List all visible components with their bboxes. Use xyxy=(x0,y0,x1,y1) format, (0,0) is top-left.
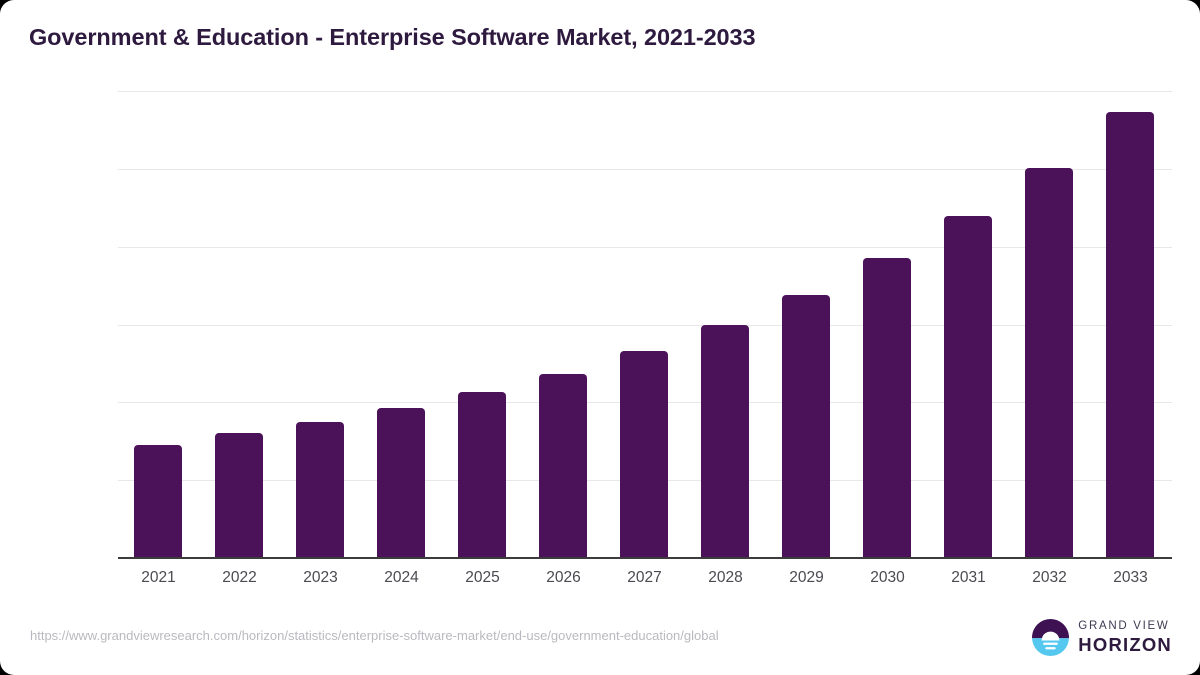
gridline xyxy=(118,168,1172,170)
x-axis-tick-label: 2031 xyxy=(951,569,986,586)
bar-slot xyxy=(604,91,685,558)
x-axis-tick-label: 2032 xyxy=(1032,569,1067,586)
logo-wordmark: GRAND VIEW HORIZON xyxy=(1078,620,1172,655)
grand-view-horizon-logo: GRAND VIEW HORIZON xyxy=(1032,619,1172,656)
bar-slot xyxy=(199,91,280,558)
bar-slot xyxy=(523,91,604,558)
bar[interactable] xyxy=(539,374,587,558)
bar-slot xyxy=(442,91,523,558)
x-axis-tick-label: 2025 xyxy=(465,569,500,586)
gridline xyxy=(118,246,1172,248)
logo-line-grand-view: GRAND VIEW xyxy=(1078,620,1170,632)
x-axis-tick-label: 2030 xyxy=(870,569,905,586)
source-url[interactable]: https://www.grandviewresearch.com/horizo… xyxy=(30,628,719,643)
x-axis-line xyxy=(118,557,1172,559)
x-axis-tick-label: 2021 xyxy=(141,569,176,586)
bar[interactable] xyxy=(134,445,182,558)
x-axis-tick-label: 2029 xyxy=(789,569,824,586)
page-title: Government & Education - Enterprise Soft… xyxy=(29,24,756,50)
bar[interactable] xyxy=(944,216,992,558)
x-axis-tick-label: 2028 xyxy=(708,569,743,586)
bar-slot xyxy=(361,91,442,558)
bar-slot xyxy=(280,91,361,558)
bar[interactable] xyxy=(215,433,263,558)
gridline xyxy=(118,91,1172,92)
bar-slot xyxy=(1090,91,1171,558)
bar[interactable] xyxy=(701,325,749,558)
x-axis-tick-label: 2026 xyxy=(546,569,581,586)
x-axis-tick-label: 2033 xyxy=(1113,569,1148,586)
x-axis-tick-label: 2023 xyxy=(303,569,338,586)
x-axis-tick-label: 2022 xyxy=(222,569,257,586)
bar-slot xyxy=(847,91,928,558)
bar[interactable] xyxy=(458,391,506,558)
x-axis-tick-label: 2024 xyxy=(384,569,419,586)
x-axis-tick-label: 2027 xyxy=(627,569,662,586)
gridline xyxy=(118,324,1172,326)
bar[interactable] xyxy=(1106,112,1154,558)
bar-slot xyxy=(685,91,766,558)
plot-area: 020k40k60k80k100k120k 202120222023202420… xyxy=(118,91,1172,586)
bar[interactable] xyxy=(620,350,668,558)
bar-slot xyxy=(928,91,1009,558)
bar[interactable] xyxy=(296,421,344,558)
bar[interactable] xyxy=(863,257,911,558)
bar-slot xyxy=(118,91,199,558)
bar[interactable] xyxy=(1025,168,1073,558)
bar[interactable] xyxy=(782,294,830,558)
bar-slot xyxy=(1009,91,1090,558)
bar-slot xyxy=(766,91,847,558)
bar[interactable] xyxy=(377,408,425,558)
logo-line-horizon: HORIZON xyxy=(1078,633,1172,655)
horizon-circle-icon xyxy=(1032,619,1070,656)
